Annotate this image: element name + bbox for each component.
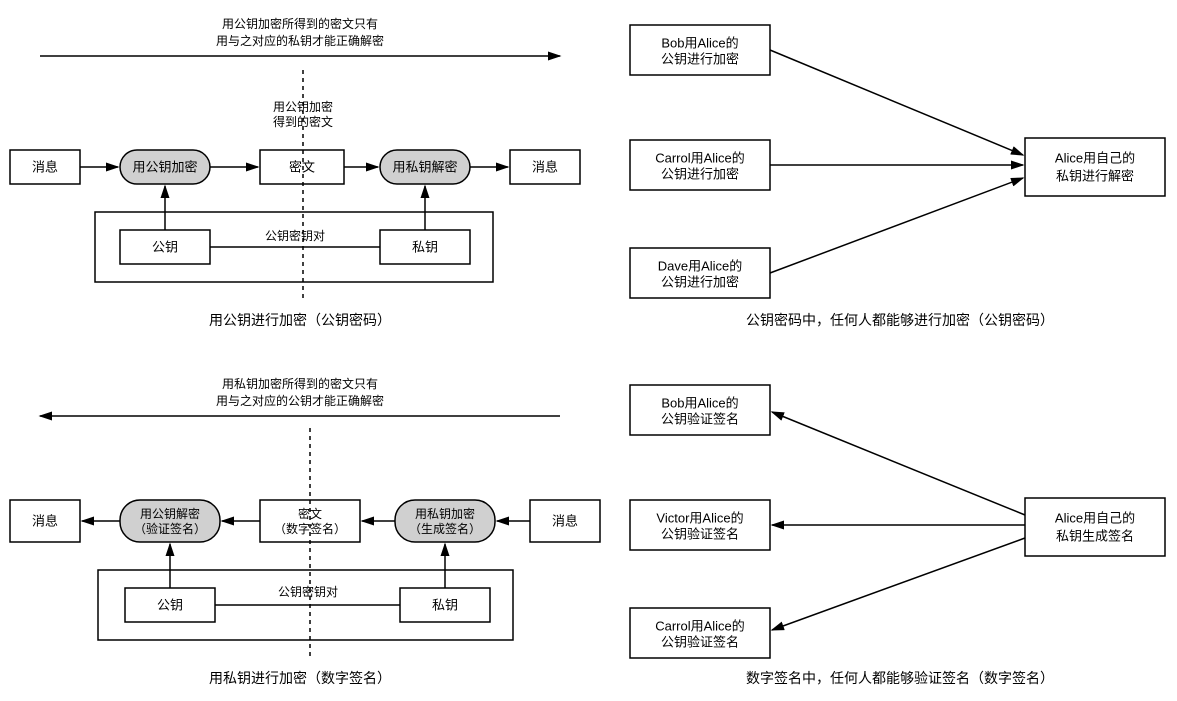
svg-text:密文: 密文	[289, 159, 315, 174]
svg-text:Alice用自己的: Alice用自己的	[1055, 510, 1135, 525]
caption: 用公钥进行加密（公钥密码）	[209, 312, 391, 328]
svg-text:公钥: 公钥	[157, 597, 183, 612]
caption: 公钥密码中，任何人都能够进行加密（公钥密码）	[746, 312, 1054, 328]
svg-text:Carrol用Alice的: Carrol用Alice的	[655, 150, 745, 165]
svg-text:Bob用Alice的: Bob用Alice的	[661, 395, 738, 410]
caption: 数字签名中，任何人都能够验证签名（数字签名）	[746, 670, 1054, 686]
svg-text:公钥验证签名: 公钥验证签名	[661, 411, 739, 426]
svg-text:消息: 消息	[532, 159, 558, 174]
svg-text:Alice用自己的: Alice用自己的	[1055, 150, 1135, 165]
node-signer	[1025, 498, 1165, 556]
svg-text:公钥验证签名: 公钥验证签名	[661, 634, 739, 649]
svg-text:消息: 消息	[552, 513, 578, 528]
svg-text:消息: 消息	[32, 159, 58, 174]
note-text: 用与之对应的公钥才能正确解密	[216, 393, 384, 408]
quadrant-bottom-left: 用私钥加密所得到的密文只有 用与之对应的公钥才能正确解密 消息 用公钥解密 （验…	[10, 376, 600, 686]
quadrant-top-right: Bob用Alice的 公钥进行加密 Carrol用Alice的 公钥进行加密 D…	[630, 25, 1165, 328]
svg-text:公钥密钥对: 公钥密钥对	[278, 584, 338, 599]
svg-text:Dave用Alice的: Dave用Alice的	[658, 258, 743, 273]
svg-text:（验证签名）: （验证签名）	[134, 521, 206, 536]
svg-text:公钥: 公钥	[152, 239, 178, 254]
svg-text:Bob用Alice的: Bob用Alice的	[661, 35, 738, 50]
quadrant-top-left: 用公钥加密所得到的密文只有 用与之对应的私钥才能正确解密 用公钥加密 得到的密文…	[10, 16, 580, 328]
svg-text:公钥进行加密: 公钥进行加密	[661, 51, 739, 66]
svg-text:公钥进行加密: 公钥进行加密	[661, 166, 739, 181]
svg-text:私钥: 私钥	[432, 597, 458, 612]
caption: 用私钥进行加密（数字签名）	[209, 670, 391, 686]
svg-text:用公钥解密: 用公钥解密	[140, 506, 200, 521]
svg-text:公钥进行加密: 公钥进行加密	[661, 274, 739, 289]
svg-text:消息: 消息	[32, 513, 58, 528]
arrow	[772, 412, 1025, 515]
svg-text:私钥生成签名: 私钥生成签名	[1056, 528, 1134, 543]
arrow	[770, 50, 1023, 155]
note-text: 用与之对应的私钥才能正确解密	[216, 33, 384, 48]
note-text: 用私钥加密所得到的密文只有	[222, 376, 378, 391]
node-receiver	[1025, 138, 1165, 196]
svg-text:（生成签名）: （生成签名）	[409, 521, 481, 536]
svg-text:Victor用Alice的: Victor用Alice的	[656, 510, 743, 525]
quadrant-bottom-right: Bob用Alice的 公钥验证签名 Victor用Alice的 公钥验证签名 C…	[630, 385, 1165, 686]
svg-text:用私钥解密: 用私钥解密	[392, 159, 457, 174]
svg-text:Carrol用Alice的: Carrol用Alice的	[655, 618, 745, 633]
svg-text:私钥: 私钥	[412, 239, 438, 254]
svg-text:私钥进行解密: 私钥进行解密	[1056, 168, 1134, 183]
note-text: 用公钥加密所得到的密文只有	[222, 16, 378, 31]
arrow	[770, 178, 1023, 273]
arrow	[772, 538, 1025, 630]
svg-text:公钥验证签名: 公钥验证签名	[661, 526, 739, 541]
svg-text:公钥密钥对: 公钥密钥对	[265, 228, 325, 243]
svg-text:用公钥加密: 用公钥加密	[132, 159, 197, 174]
svg-text:用私钥加密: 用私钥加密	[415, 506, 475, 521]
